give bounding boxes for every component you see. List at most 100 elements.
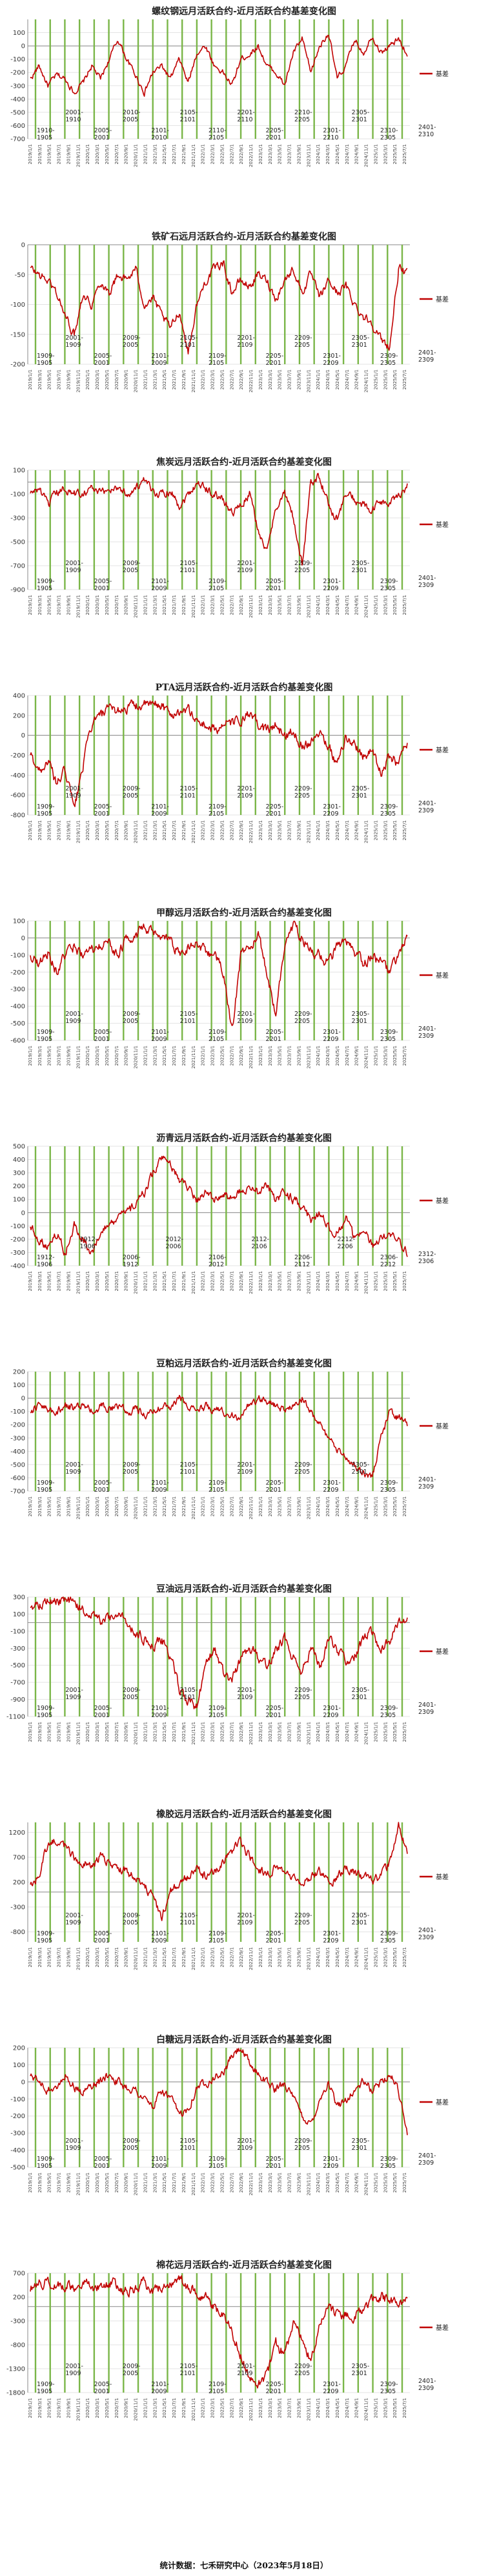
contract-pair-label: 2109-2105 (208, 2381, 227, 2395)
contract-pair-label: 2205-2201 (266, 2381, 284, 2395)
x-tick-label: 2022/11/1 (249, 1496, 254, 1520)
basis-line-chart: 沥青远月活跃合约-近月活跃合约基差变化图 500 400 300 200 100 0 -100… (10, 1133, 449, 1294)
chart-title: 甲醇远月活跃合约-近月活跃合约基差变化图 (156, 907, 332, 918)
x-tick-label: 2023/7/1 (287, 144, 292, 164)
chart-panel: 豆粕远月活跃合约-近月活跃合约基差变化图 200 100 0 -100 -200 -300 -… (0, 1352, 488, 1578)
x-tick-label: 2019/11/1 (76, 1046, 81, 1069)
x-tick-label: 2022/9/1 (239, 1271, 244, 1291)
x-tick-label: 2025/1/1 (373, 1271, 378, 1291)
x-tick-label: 2024/11/1 (364, 369, 369, 393)
contract-pair-label: 2001-1909 (65, 2138, 83, 2152)
y-tick-label: 100 (13, 918, 25, 925)
y-tick-label: -200 (10, 969, 25, 976)
y-tick-label: -200 (10, 2113, 25, 2120)
x-tick-label: 2019/5/1 (47, 1947, 52, 1967)
contract-pair-label: 2109-2105 (208, 2156, 227, 2170)
x-tick-label: 2023/1/1 (258, 144, 263, 164)
x-tick-label: 2021/1/1 (143, 1496, 148, 1516)
x-tick-label: 2022/1/1 (201, 1271, 206, 1291)
x-tick-label: 2019/9/1 (66, 1271, 71, 1291)
x-tick-label: 2021/9/1 (181, 2398, 187, 2418)
x-tick-label: 2023/11/1 (306, 1271, 311, 1294)
x-tick-label: 2023/7/1 (287, 2172, 292, 2192)
contract-pair-label: 2201-2109 (237, 1461, 255, 1476)
x-tick-label: 2023/9/1 (296, 1271, 301, 1291)
y-tick-label: -800 (10, 812, 25, 819)
contract-pair-label: 2105-2101 (180, 2138, 198, 2152)
x-tick-label: 2019/5/1 (47, 2172, 52, 2192)
contract-pair-label: 2101-2009 (151, 1479, 169, 1494)
x-tick-label: 2025/5/1 (392, 2398, 398, 2418)
x-tick-label: 2020/3/1 (95, 144, 100, 164)
x-tick-label: 2020/9/1 (124, 2172, 129, 2192)
x-tick-label: 2023/3/1 (268, 2172, 273, 2192)
contract-pair-label: 2005-2001 (94, 127, 112, 141)
x-tick-label: 2019/9/1 (66, 1722, 71, 1742)
y-tick-label: -500 (10, 1020, 25, 1027)
x-tick-label: 2019/1/1 (28, 820, 33, 840)
x-tick-label: 2025/1/1 (373, 595, 378, 615)
x-tick-label: 2022/7/1 (229, 144, 234, 164)
x-tick-label: 2024/7/1 (345, 1947, 350, 1967)
contract-pair-label: 2105-2101 (180, 1461, 198, 1476)
x-tick-label: 2023/11/1 (306, 2172, 311, 2196)
x-tick-label: 2023/11/1 (306, 1046, 311, 1069)
x-tick-label: 2019/1/1 (28, 1046, 33, 1066)
x-tick-label: 2022/9/1 (239, 369, 244, 389)
contract-pair-label: 2209-2205 (294, 1461, 312, 1476)
x-tick-label: 2025/3/1 (383, 595, 388, 615)
x-tick-label: 2020/5/1 (105, 369, 110, 389)
contract-pair-label: 2105-2101 (180, 785, 198, 799)
x-tick-label: 2024/5/1 (335, 1722, 340, 1742)
x-tick-label: 2022/5/1 (219, 1046, 225, 1066)
x-tick-label: 2025/3/1 (383, 1947, 388, 1967)
contract-pair-label: 2209-2205 (294, 2363, 312, 2377)
contract-pair-label: 2105-2101 (180, 2363, 198, 2377)
x-tick-label: 2020/1/1 (85, 2398, 90, 2418)
y-tick-label: 100 (13, 1382, 25, 1389)
x-tick-label: 2024/11/1 (364, 1722, 369, 1745)
chart-title: 白糖远月活跃合约-近月活跃合约基差变化图 (156, 2034, 332, 2045)
x-tick-label: 2019/3/1 (37, 2172, 43, 2192)
x-tick-label: 2021/11/1 (191, 820, 196, 843)
x-tick-label: 2024/1/1 (316, 595, 321, 615)
legend-label: 基差 (436, 70, 449, 78)
y-tick-label: 200 (13, 2045, 25, 2052)
x-tick-label: 2022/9/1 (239, 595, 244, 615)
x-tick-label: 2022/9/1 (239, 1496, 244, 1516)
x-tick-label: 2025/7/1 (402, 1947, 407, 1967)
basis-line-chart: 白糖远月活跃合约-近月活跃合约基差变化图 200 100 0 -100 -200 -300 -… (10, 2034, 449, 2196)
y-tick-label: -700 (10, 1489, 25, 1496)
x-tick-label: 2021/9/1 (181, 1046, 187, 1066)
x-tick-label: 2021/3/1 (152, 1947, 158, 1967)
y-tick-label: 0 (21, 1210, 25, 1217)
x-tick-label: 2024/1/1 (316, 1947, 321, 1967)
x-tick-label: 2019/11/1 (76, 2172, 81, 2196)
x-tick-label: 2021/7/1 (172, 1046, 177, 1066)
x-tick-label: 2020/5/1 (105, 1496, 110, 1516)
x-tick-label: 2023/9/1 (296, 1722, 301, 1742)
legend-label: 基差 (436, 1422, 449, 1430)
x-tick-label: 2025/1/1 (373, 1947, 378, 1967)
chart-title: 橡胶远月活跃合约-近月活跃合约基差变化图 (156, 1809, 332, 1820)
x-tick-label: 2021/11/1 (191, 1496, 196, 1520)
basis-series-line (30, 920, 408, 1026)
x-tick-label: 2024/9/1 (354, 1046, 360, 1066)
x-tick-label: 2025/3/1 (383, 1271, 388, 1291)
contract-pair-label: 2005-2001 (94, 1705, 112, 1719)
y-tick-label: 1200 (9, 1829, 25, 1837)
x-tick-label: 2025/7/1 (402, 1722, 407, 1742)
y-tick-label: 0 (21, 732, 25, 739)
contract-pair-label: 2109-2105 (208, 803, 227, 818)
contract-pair-label: 2105-2101 (180, 560, 198, 574)
x-tick-label: 2022/5/1 (219, 1947, 225, 1967)
x-tick-label: 2021/3/1 (152, 2398, 158, 2418)
y-tick-label: -100 (10, 2096, 25, 2103)
x-tick-label: 2024/5/1 (335, 144, 340, 164)
y-tick-label: 100 (13, 1197, 25, 1204)
x-tick-label: 2024/3/1 (325, 1271, 330, 1291)
x-tick-label: 2020/7/1 (114, 820, 119, 840)
x-tick-label: 2019/7/1 (57, 369, 62, 389)
x-tick-label: 2019/7/1 (57, 595, 62, 615)
x-tick-label: 2022/1/1 (201, 1496, 206, 1516)
